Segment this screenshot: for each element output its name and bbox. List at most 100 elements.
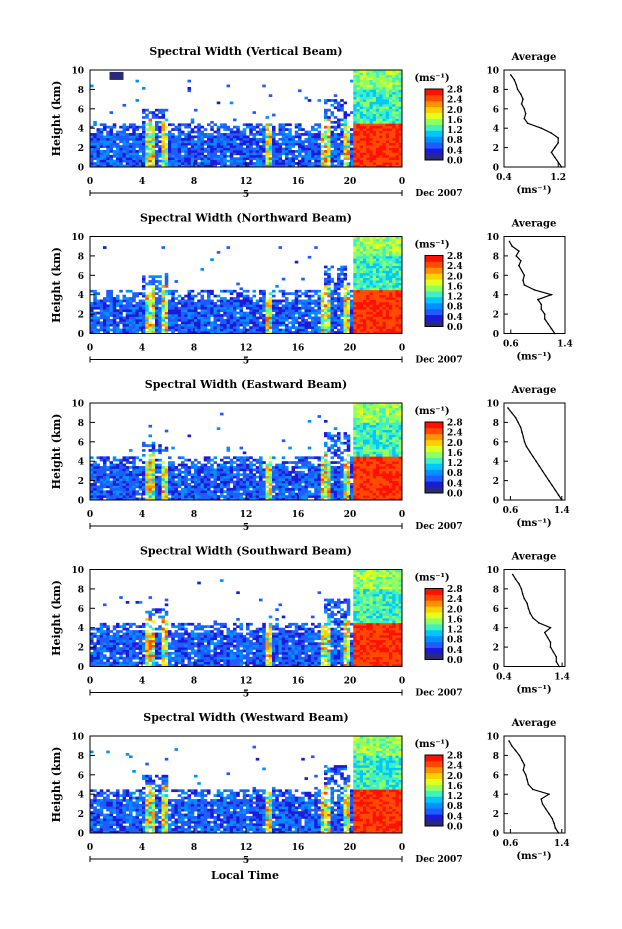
- colorbar-tick-label: 2.4: [447, 96, 463, 106]
- colorbar-segment: [425, 790, 443, 797]
- colorbar-tick-label: 1.6: [447, 116, 463, 126]
- colorbar-segment: [425, 291, 443, 298]
- profile-y-tick-label: 10: [486, 67, 499, 77]
- local-time-label: Local Time: [211, 869, 279, 882]
- panel-title: Spectral Width (Southward Beam): [140, 545, 352, 558]
- x-tick-label: 4: [139, 510, 145, 520]
- colorbar-segment: [425, 433, 443, 441]
- x-tick-label: 4: [139, 344, 145, 354]
- x-tick-label: 20: [344, 344, 357, 354]
- x-tick-label: 20: [344, 510, 357, 520]
- colorbar-frame: [424, 88, 444, 161]
- y-tick-label: 6: [78, 771, 84, 781]
- profile-frame: [503, 69, 566, 168]
- colorbar-segment: [425, 629, 443, 637]
- y-tick-label: 0: [78, 164, 84, 174]
- profile-frame: [503, 735, 566, 834]
- profile-frame: [503, 569, 566, 667]
- colorbar-segment: [425, 760, 443, 768]
- profile-x-label: (ms⁻¹): [516, 352, 551, 363]
- profile-y-tick-label: 8: [493, 752, 499, 762]
- colorbar-tick-label: 0.0: [447, 656, 463, 666]
- colorbar-tick-label: 2.0: [447, 772, 463, 782]
- colorbar-segment: [425, 308, 443, 316]
- y-tick-label: 6: [78, 272, 84, 282]
- profile-line: [510, 74, 563, 168]
- x-tick-label: 4: [139, 177, 145, 187]
- profile-y-tick-label: 0: [493, 164, 499, 174]
- colorbar-tick-label: 2.4: [447, 595, 463, 605]
- colorbar-tick-label: 0.0: [447, 490, 463, 500]
- x-tick-label: 16: [292, 177, 305, 187]
- colorbar-tick-label: 1.6: [447, 782, 463, 792]
- x-tick-label: 8: [191, 677, 197, 687]
- colorbar-segment: [425, 130, 443, 137]
- colorbar-segment: [425, 469, 443, 476]
- colorbar-tick-label: 2.4: [447, 262, 463, 272]
- colorbar-tick-label: 2.8: [447, 585, 463, 595]
- colorbar-unit: (ms⁻¹): [414, 573, 449, 584]
- colorbar-segment: [425, 772, 443, 780]
- x-tick-label: 0: [399, 843, 405, 853]
- heatmap-cells: [90, 403, 403, 501]
- profile-y-tick-label: 4: [493, 624, 499, 634]
- profile-y-tick-label: 6: [493, 105, 499, 115]
- x-tick-label: 12: [240, 677, 253, 687]
- colorbar-tick-label: 0.8: [447, 136, 463, 146]
- colorbar-segment: [425, 606, 443, 613]
- profile-y-tick-label: 2: [493, 144, 499, 154]
- x-tick-label: 16: [292, 510, 305, 520]
- y-tick-label: 6: [78, 605, 84, 615]
- panel-title: Spectral Width (Vertical Beam): [149, 45, 342, 58]
- colorbar-segment: [425, 106, 443, 114]
- colorbar-tick-label: 0.8: [447, 802, 463, 812]
- x-tick-label: 8: [191, 843, 197, 853]
- colorbar-segment: [425, 320, 443, 327]
- profile-y-tick-label: 4: [493, 125, 499, 135]
- colorbar-segment: [425, 285, 443, 292]
- profile-x-label: (ms⁻¹): [516, 518, 551, 529]
- colorbar-tick-label: 1.2: [447, 293, 463, 303]
- panel-title: Spectral Width (Westward Beam): [143, 711, 348, 724]
- profile-x-tick-label: 0.4: [496, 673, 512, 683]
- x-tick-label: 16: [292, 344, 305, 354]
- x-tick-label: 20: [344, 677, 357, 687]
- y-tick-label: 2: [78, 810, 84, 820]
- colorbar-tick-label: 0.0: [447, 823, 463, 833]
- date-label: Dec 2007: [415, 855, 462, 865]
- colorbar-segment: [425, 148, 443, 155]
- y-tick-label: 2: [78, 644, 84, 654]
- colorbar-tick-label: 2.0: [447, 272, 463, 282]
- colorbar-segment: [425, 261, 443, 268]
- colorbar-tick-label: 1.2: [447, 792, 463, 802]
- profile-y-tick-label: 0: [493, 330, 499, 340]
- x-tick-label: 20: [344, 843, 357, 853]
- colorbar-segment: [425, 612, 443, 619]
- colorbar-tick-label: 2.0: [447, 439, 463, 449]
- colorbar-segment: [425, 267, 443, 274]
- colorbar-tick-label: 1.2: [447, 459, 463, 469]
- colorbar-tick-label: 2.8: [447, 252, 463, 262]
- y-tick-label: 10: [71, 233, 84, 243]
- colorbar-tick-label: 2.4: [447, 762, 463, 772]
- colorbar-tick-label: 2.0: [447, 106, 463, 116]
- y-tick-label: 0: [78, 830, 84, 840]
- profile-y-tick-label: 6: [493, 605, 499, 615]
- colorbar-segment: [425, 118, 443, 125]
- profile-frame: [503, 236, 566, 334]
- x-tick-label: 4: [139, 677, 145, 687]
- colorbar-tick-label: 0.8: [447, 469, 463, 479]
- colorbar-segment: [425, 594, 443, 601]
- colorbar-segment: [425, 487, 443, 494]
- colorbar-tick-label: 2.8: [447, 419, 463, 429]
- colorbar-frame: [424, 754, 444, 827]
- profile-y-tick-label: 10: [486, 566, 499, 576]
- colorbar-unit: (ms⁻¹): [414, 240, 449, 251]
- colorbar-tick-label: 2.0: [447, 605, 463, 615]
- colorbar-segment: [425, 635, 443, 643]
- profile-title: Average: [511, 219, 557, 230]
- colorbar-tick-label: 1.2: [447, 126, 463, 136]
- colorbar-segment: [425, 624, 443, 631]
- heatmap-cells: [90, 236, 403, 334]
